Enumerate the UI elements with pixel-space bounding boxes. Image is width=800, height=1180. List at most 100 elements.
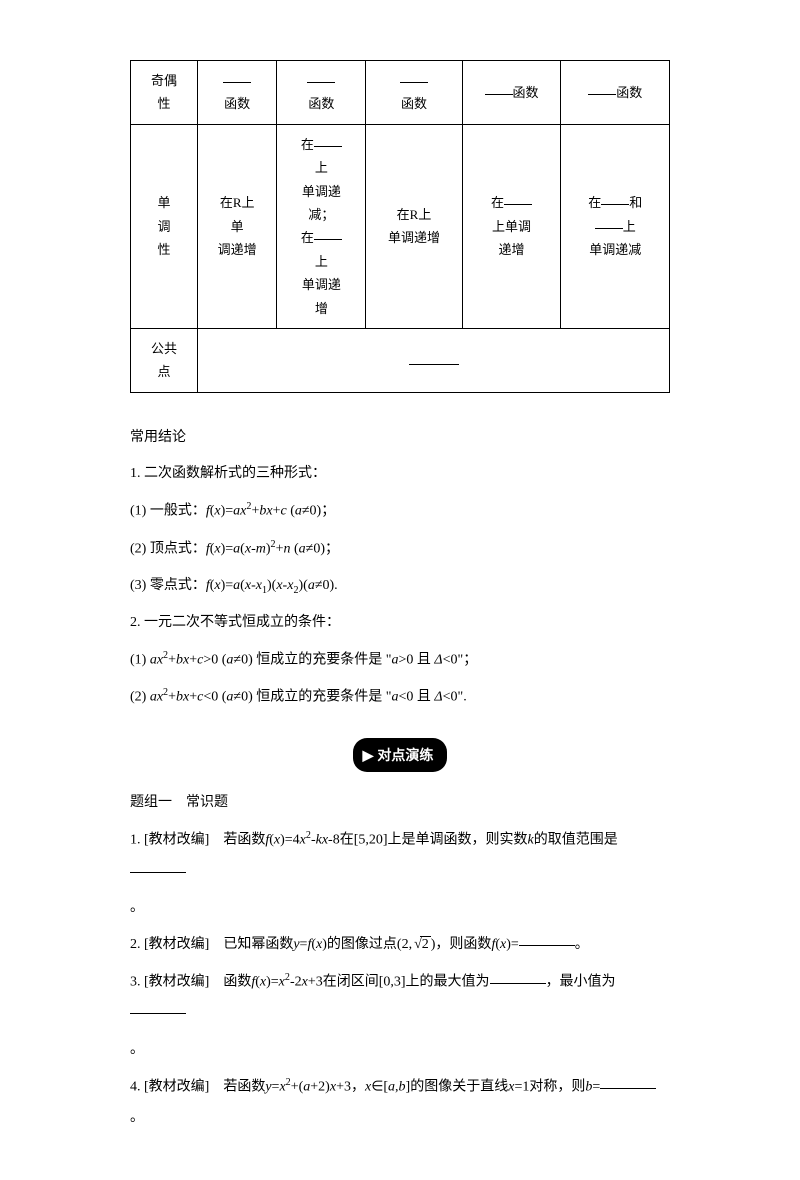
question-1: 1. [教材改编] 若函数f(x)=4x2-kx-8在[5,20]上是单调函数，…	[130, 825, 670, 887]
table-row: 奇偶 性 函数 函数 函数 函数 函数	[131, 61, 670, 125]
cell: 在 上 单调递 减； 在 上 单调递 增	[277, 124, 366, 328]
text: 点	[158, 364, 171, 379]
text: 单调递	[302, 184, 341, 199]
cell: 函数	[277, 61, 366, 125]
answer-blank	[130, 999, 186, 1014]
row-common-label: 公共 点	[131, 328, 198, 392]
text: 。	[575, 937, 589, 952]
text: 的图像过点(2,	[327, 937, 412, 952]
text: 递增	[499, 242, 525, 257]
text: 单调递增	[388, 230, 440, 245]
cell-merged	[198, 328, 670, 392]
table-row: 公共 点	[131, 328, 670, 392]
text: 上单调	[492, 219, 531, 234]
text: (2) ax2+bx+c<0 (a≠0) 恒成立的充要条件是 "a<0 且 Δ<…	[130, 682, 670, 713]
text: 函数	[513, 85, 539, 100]
text: (3) 零点式：	[130, 578, 206, 593]
cell: 在R上 单 调递增	[198, 124, 277, 328]
text: 在	[301, 137, 314, 152]
blank	[307, 69, 335, 83]
text: 在	[588, 195, 601, 210]
text: 调	[158, 219, 171, 234]
conclusions-section: 常用结论 1. 二次函数解析式的三种形式： (1) 一般式：f(x)=ax2+b…	[130, 423, 670, 714]
text: 在	[301, 230, 314, 245]
text: (1) 一般式：f(x)=ax2+bx+c (a≠0)；	[130, 496, 670, 527]
text: 。	[130, 893, 670, 924]
question-2: 2. [教材改编] 已知幂函数y=f(x)的图像过点(2,√2)，则函数f(x)…	[130, 930, 670, 961]
heading: 常用结论	[130, 423, 670, 454]
text: 1. 二次函数解析式的三种形式：	[130, 459, 670, 490]
text: 减；	[308, 207, 334, 222]
text: (3) 零点式：f(x)=a(x-x1)(x-x2)(a≠0).	[130, 571, 670, 602]
answer-blank	[600, 1074, 656, 1089]
answer-blank	[130, 858, 186, 873]
text: 增	[315, 301, 328, 316]
text: 单调递	[302, 277, 341, 292]
blank	[400, 69, 428, 83]
text: 调递增	[218, 242, 257, 257]
text: 对称，则	[529, 1080, 585, 1095]
blank	[595, 215, 623, 229]
blank	[588, 81, 616, 95]
cell: 函数	[198, 61, 277, 125]
table-row: 单 调 性 在R上 单 调递增 在 上 单调递 减； 在 上 单调递 增 在R上	[131, 124, 670, 328]
cell: 函数	[462, 61, 561, 125]
blank	[504, 191, 532, 205]
text: (1) 一般式：	[130, 504, 206, 519]
blank	[409, 351, 459, 365]
math: f	[206, 504, 210, 519]
text: 单调递减	[589, 242, 641, 257]
text: 函数	[224, 96, 250, 111]
document-page: 奇偶 性 函数 函数 函数 函数 函数 单	[0, 0, 800, 1180]
text: 4. [教材改编] 若函数	[130, 1080, 265, 1095]
text: 上	[623, 219, 636, 234]
text: 单	[158, 195, 171, 210]
radicand: 2	[420, 936, 431, 952]
blank	[485, 81, 513, 95]
practice-banner: ▶对点演练	[353, 738, 448, 773]
blank	[314, 133, 342, 147]
banner-wrap: ▶对点演练	[130, 720, 670, 783]
text: 性	[158, 242, 171, 257]
text: 在R上	[220, 195, 255, 210]
text: 公共	[151, 341, 177, 356]
text: 函数	[308, 96, 334, 111]
row-mono-label: 单 调 性	[131, 124, 198, 328]
banner-label: 对点演练	[377, 747, 433, 763]
text: 在[5,20]上是单调函数，则实数	[340, 833, 528, 848]
blank	[223, 69, 251, 83]
text: 。	[130, 1110, 144, 1125]
blank	[314, 226, 342, 240]
play-icon: ▶	[363, 742, 374, 769]
text: 的取值范围是	[534, 833, 618, 848]
text: 在	[491, 195, 504, 210]
text: )，则函数	[431, 937, 492, 952]
text: 。	[130, 1035, 670, 1066]
blank	[601, 191, 629, 205]
text: 函数	[401, 96, 427, 111]
row-parity-label: 奇偶 性	[131, 61, 198, 125]
text: (2) 顶点式：f(x)=a(x-m)2+n (a≠0)；	[130, 534, 670, 565]
text: 单	[231, 219, 244, 234]
group-title: 题组一 常识题	[130, 790, 670, 817]
text: (2) 顶点式：	[130, 541, 206, 556]
text: 上	[315, 254, 328, 269]
text: 3. [教材改编] 函数	[130, 975, 251, 990]
text: 函数	[616, 85, 642, 100]
cell: 函数	[366, 61, 462, 125]
answer-blank	[490, 969, 546, 984]
cell: 函数	[561, 61, 670, 125]
text: (1) ax2+bx+c>0 (a≠0) 恒成立的充要条件是 "a>0 且 Δ<…	[130, 645, 670, 676]
text: 2. 一元二次不等式恒成立的条件：	[130, 608, 670, 639]
text: 和	[629, 195, 642, 210]
answer-blank	[519, 931, 575, 946]
text: 在闭区间[0,3]上的最大值为	[323, 975, 490, 990]
cell: 在 上单调 递增	[462, 124, 561, 328]
cell: 在 和 上 单调递减	[561, 124, 670, 328]
text: ，最小值为	[546, 975, 616, 990]
sqrt: √2	[412, 930, 431, 961]
text: 性	[158, 96, 171, 111]
text: 上	[315, 160, 328, 175]
question-4: 4. [教材改编] 若函数y=x2+(a+2)x+3，x∈[a,b]的图像关于直…	[130, 1072, 670, 1134]
text: 在R上	[397, 207, 432, 222]
